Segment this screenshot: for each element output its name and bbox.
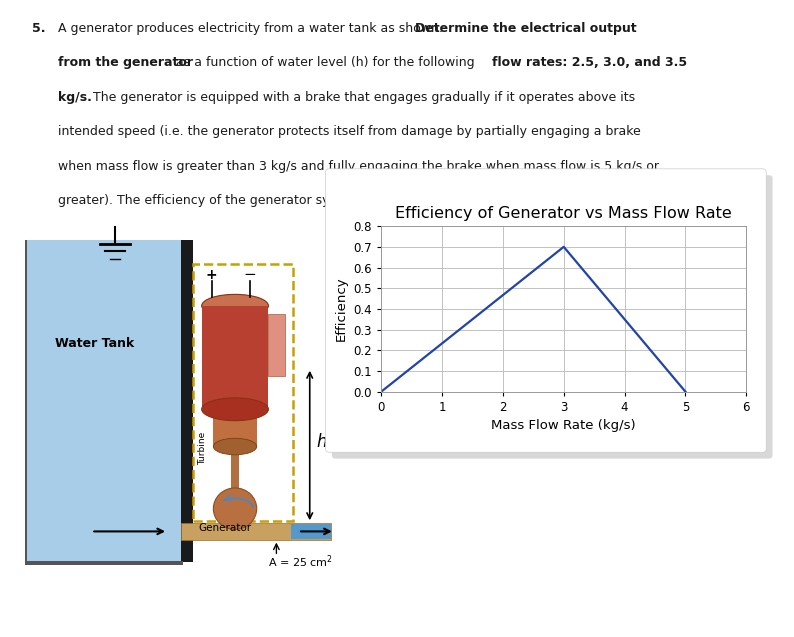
Text: −: − — [244, 267, 256, 282]
Text: A generator produces electricity from a water tank as shown.: A generator produces electricity from a … — [58, 22, 447, 34]
Ellipse shape — [202, 398, 268, 420]
Text: page. Assume no losses due to friction in the pipes.: page. Assume no losses due to friction i… — [58, 229, 382, 242]
Text: as a function of water level (h) for the following: as a function of water level (h) for the… — [172, 56, 479, 69]
Bar — [181, 523, 331, 540]
Text: kg/s.: kg/s. — [58, 90, 92, 104]
Text: greater). The efficiency of the generator system can be estimated using the grap: greater). The efficiency of the generato… — [58, 194, 653, 208]
Bar — [25, 240, 27, 562]
Text: h: h — [317, 433, 327, 450]
Text: Determine the electrical output: Determine the electrical output — [414, 22, 636, 34]
Text: +: + — [205, 268, 217, 282]
Title: Efficiency of Generator vs Mass Flow Rate: Efficiency of Generator vs Mass Flow Rat… — [395, 206, 732, 221]
Bar — [25, 240, 185, 562]
FancyArrow shape — [291, 524, 331, 539]
Bar — [181, 240, 193, 562]
Text: when mass flow is greater than 3 kg/s and fully engaging the brake when mass flo: when mass flow is greater than 3 kg/s an… — [58, 160, 659, 173]
Bar — [202, 306, 268, 409]
Text: from the generator: from the generator — [58, 56, 193, 69]
Text: flow rates: 2.5, 3.0, and 3.5: flow rates: 2.5, 3.0, and 3.5 — [492, 56, 688, 69]
Y-axis label: Efficiency: Efficiency — [335, 276, 348, 341]
Bar — [268, 314, 285, 376]
Text: The generator is equipped with a brake that engages gradually if it operates abo: The generator is equipped with a brake t… — [89, 90, 635, 104]
Bar — [193, 264, 293, 521]
Text: Turbine: Turbine — [198, 432, 207, 465]
Ellipse shape — [214, 488, 256, 529]
Ellipse shape — [214, 438, 256, 455]
Bar — [214, 405, 256, 447]
Text: A = 25 cm$^2$: A = 25 cm$^2$ — [268, 554, 333, 570]
Bar — [25, 561, 183, 564]
Bar — [231, 447, 239, 492]
Text: 5.: 5. — [32, 22, 45, 34]
X-axis label: Mass Flow Rate (kg/s): Mass Flow Rate (kg/s) — [491, 419, 636, 433]
Text: Generator: Generator — [198, 524, 251, 533]
Text: intended speed (i.e. the generator protects itself from damage by partially enga: intended speed (i.e. the generator prote… — [58, 125, 641, 138]
Ellipse shape — [202, 294, 268, 317]
Text: Water Tank: Water Tank — [55, 337, 134, 350]
